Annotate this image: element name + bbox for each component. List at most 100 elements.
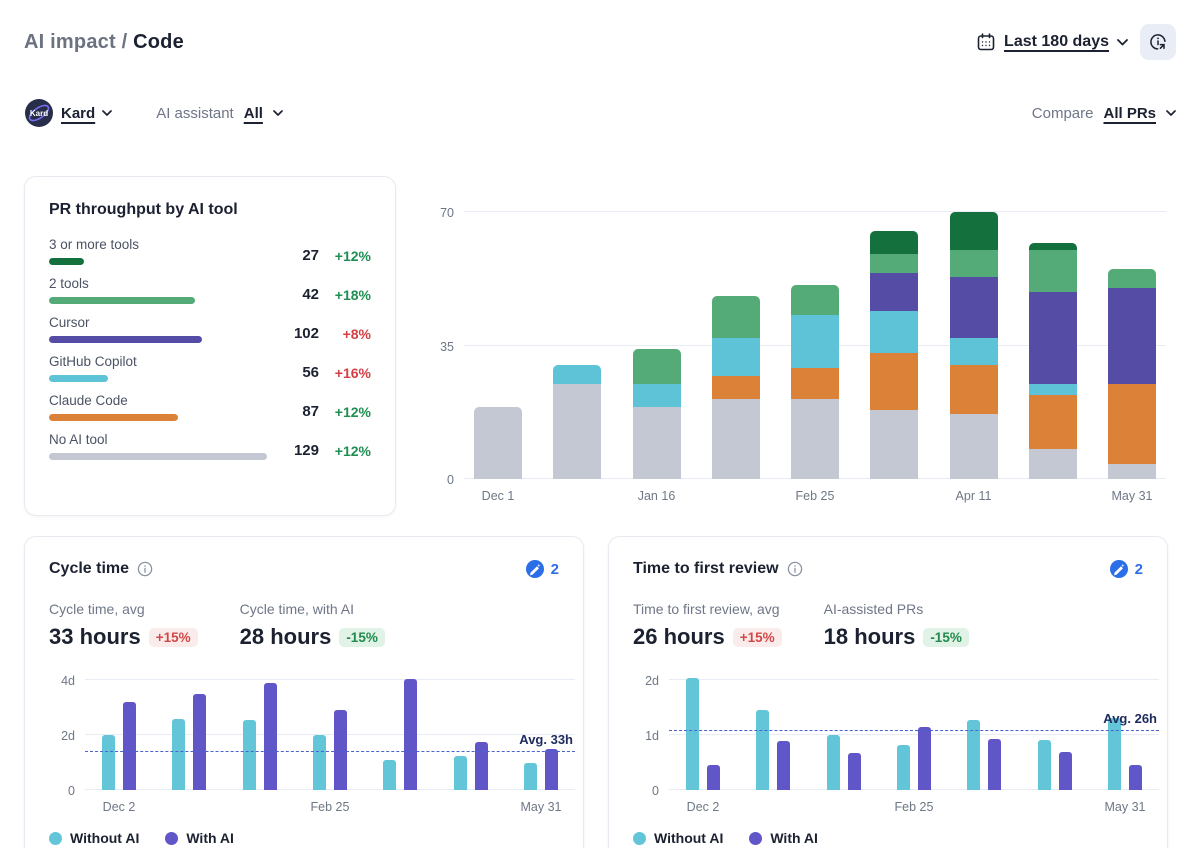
bar-segment-github-copilot (870, 311, 919, 354)
throughput-row-left: 3 or more tools (49, 237, 279, 265)
page-header: AI impact / Code Last 180 days (0, 0, 1200, 60)
grouped-bar-without-ai (172, 718, 186, 790)
stacked-bar (1108, 269, 1156, 479)
throughput-row-value: 27 (302, 247, 319, 264)
bar-segment-claude-code (870, 353, 919, 411)
filter-bar: Kard Kard AI assistant All Compare All P… (0, 98, 1200, 128)
ai-assistant-dropdown[interactable]: AI assistant All (156, 105, 283, 122)
average-line (85, 751, 575, 753)
legend-label: With AI (186, 830, 234, 846)
bar-segment-2-tools (791, 284, 839, 316)
cycle-time-review-badge[interactable]: 2 (525, 559, 559, 579)
first-review-metric-delta: -15% (923, 627, 969, 647)
x-axis-label: Feb 25 (795, 489, 835, 503)
grouped-bar-without-ai (1037, 739, 1051, 790)
cycle-time-metric-value: 28 hours (239, 624, 332, 649)
bar-segment-no-ai-tool (949, 414, 998, 479)
grouped-bar-with-ai (474, 741, 488, 790)
grouped-bar-without-ai (1108, 717, 1121, 790)
bar-segment-2-tools (711, 295, 760, 338)
throughput-row-label: 3 or more tools (49, 237, 140, 252)
gridline (85, 789, 575, 790)
org-dropdown[interactable]: Kard Kard (24, 98, 113, 128)
bar-segment-cursor (870, 273, 919, 312)
bar-segment-no-ai-tool (1108, 463, 1156, 479)
pr-throughput-title: PR throughput by AI tool (49, 201, 238, 218)
average-line-label: Avg. 26h (1103, 710, 1157, 726)
compare-dropdown[interactable]: Compare All PRs (1032, 105, 1176, 122)
y-axis-label: 35 (440, 339, 454, 354)
date-range-dropdown[interactable]: Last 180 days (976, 32, 1128, 52)
grouped-bar-without-ai (686, 677, 699, 790)
first-review-review-badge[interactable]: 2 (1109, 559, 1143, 579)
bar-segment-no-ai-tool (474, 406, 522, 479)
y-axis-label: 1d (645, 729, 659, 744)
bar-segment-3-or-more-tools (949, 212, 998, 251)
throughput-row-left: No AI tool (49, 432, 279, 460)
first-review-header: Time to first review 2 (633, 559, 1143, 579)
bar-segment-cursor (949, 276, 998, 338)
cycle-time-metric-value-row: 33 hours +15% (49, 624, 198, 650)
insights-share-button[interactable] (1140, 24, 1176, 60)
cycle-time-card: Cycle time 2 Cycle time, avg 33 hours +15%… (24, 536, 584, 848)
throughput-row-value: 129 (293, 442, 319, 459)
bar-segment-claude-code (711, 376, 760, 399)
bar-segment-claude-code (791, 368, 839, 399)
throughput-row: 2 tools 42 +18% (49, 276, 371, 304)
grouped-bar-with-ai (123, 702, 136, 790)
info-icon[interactable] (137, 561, 153, 577)
cycle-time-title: Cycle time (49, 560, 130, 577)
grouped-bar-with-ai (777, 740, 791, 790)
throughput-row-bar (49, 453, 267, 460)
throughput-row-label: Claude Code (49, 393, 128, 408)
first-review-metric-value-row: 26 hours +15% (633, 624, 782, 650)
compare-value: All PRs (1103, 104, 1156, 122)
stacked-chart-plot: 0 35 70 Dec 1 Jan 16 Feb 25 Apr 11 May 31 (440, 206, 1166, 503)
breadcrumb-separator: / (121, 30, 128, 53)
cycle-time-metric-label: Cycle time, avg (49, 601, 145, 617)
bar-segment-2-tools (1028, 250, 1077, 293)
legend-item: Without AI (49, 830, 139, 846)
compare-label: Compare (1031, 104, 1094, 122)
info-icon[interactable] (787, 561, 803, 577)
cycle-time-metric-delta: +15% (148, 627, 198, 647)
grouped-bar-without-ai (756, 710, 770, 790)
main-section: PR throughput by AI tool 3 or more tools… (0, 176, 1200, 516)
cycle-time-metric-value: 33 hours (49, 624, 141, 649)
bar-segment-3-or-more-tools (870, 231, 919, 254)
bar-segment-2-tools (1108, 269, 1156, 289)
grouped-bar-without-ai (383, 759, 397, 790)
bar-segment-claude-code (949, 364, 998, 415)
x-axis-label: May 31 (520, 800, 562, 814)
first-review-legend: Without AI With AI (633, 830, 818, 846)
y-axis-label: 4d (61, 674, 75, 689)
throughput-row-delta: +16% (334, 365, 371, 381)
bar-segment-2-tools (870, 253, 919, 274)
info-arrow-icon (1148, 32, 1168, 52)
first-review-metric-label: Time to first review, avg (633, 601, 780, 617)
grouped-bar-with-ai (193, 693, 207, 790)
cycle-time-metric-delta: -15% (339, 627, 385, 647)
first-review-title: Time to first review (633, 560, 779, 577)
grouped-bar-without-ai (826, 735, 840, 790)
throughput-rows: 3 or more tools 27 +12% 2 tools 42 +18% Cursor… (49, 237, 371, 460)
header-controls: Last 180 days (976, 24, 1176, 60)
bar-segment-cursor (1028, 292, 1077, 384)
svg-text:Kard: Kard (30, 109, 48, 118)
bar-segment-github-copilot (632, 383, 681, 407)
legend-label: Without AI (70, 830, 140, 846)
chevron-down-icon (102, 110, 113, 116)
grouped-bar-without-ai (102, 735, 115, 790)
grouped-bar-with-ai (1129, 765, 1142, 790)
chevron-down-icon (1166, 110, 1176, 116)
throughput-row-label: Cursor (49, 315, 90, 330)
bar-segment-github-copilot (1028, 383, 1077, 396)
review-pencil-icon (1109, 559, 1129, 579)
throughput-row: Cursor 102 +8% (49, 315, 371, 343)
cycle-time-metric-label: Cycle time, with AI (239, 601, 354, 617)
first-review-metrics: Time to first review, avg 26 hours +15% AI-… (633, 601, 1143, 650)
grouped-bar-with-ai (847, 752, 861, 790)
bar-segment-github-copilot (711, 337, 760, 377)
throughput-row-value: 102 (293, 325, 319, 342)
bar-segment-no-ai-tool (632, 406, 681, 479)
